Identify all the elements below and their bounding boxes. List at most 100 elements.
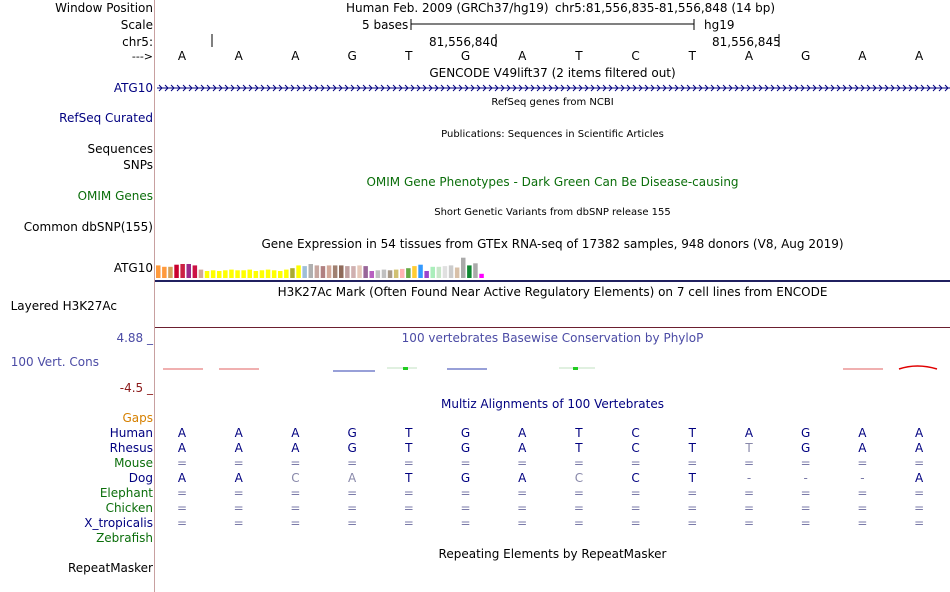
strand-chevron	[350, 84, 355, 92]
strand-chevron	[368, 84, 373, 92]
alignment-base: A	[858, 441, 867, 455]
alignment-base: =	[290, 516, 301, 530]
strand-chevron	[158, 84, 163, 92]
strand-chevron	[776, 84, 781, 92]
strand-chevron	[422, 84, 427, 92]
alignment-base: -	[746, 471, 752, 485]
strand-chevron	[938, 84, 943, 92]
ruler-base: T	[575, 49, 583, 63]
strand-chevron	[188, 84, 193, 92]
alignment-base: =	[687, 486, 698, 500]
strand-chevron	[362, 84, 367, 92]
track-label-dbsnp[interactable]: Common dbSNP(155)	[23, 220, 153, 234]
alignment-base: =	[743, 456, 755, 470]
alignment-base: =	[573, 501, 584, 515]
strand-chevron	[872, 84, 877, 92]
alignment-base: T	[575, 426, 583, 440]
strand-chevron	[344, 84, 349, 92]
alignment-base: =	[233, 501, 244, 515]
strand-chevron	[794, 84, 799, 92]
alignment-base: =	[630, 456, 641, 470]
coord-label-2: 81,556,845	[712, 35, 781, 49]
strand-chevron	[404, 84, 409, 92]
strand-chevron	[812, 84, 817, 92]
alignment-base: =	[914, 501, 925, 515]
alignment-base: C	[574, 471, 584, 485]
gtex-tissue-bar	[339, 265, 344, 278]
strand-chevron	[470, 84, 475, 92]
alignment-base: =	[460, 516, 471, 530]
phylop-peak-red	[898, 365, 938, 370]
strand-chevron	[488, 84, 493, 92]
strand-chevron	[242, 84, 247, 92]
species-label-chicken[interactable]: Chicken	[105, 501, 153, 515]
strand-chevron	[374, 84, 379, 92]
alignment-base: =	[517, 516, 528, 530]
gencode-gene-line[interactable]	[155, 81, 950, 95]
strand-chevron	[224, 84, 229, 92]
species-label-dog[interactable]: Dog	[128, 471, 153, 485]
strand-chevron	[686, 84, 691, 92]
strand-chevron	[476, 84, 481, 92]
strand-chevron	[536, 84, 541, 92]
alignment-base: T	[688, 471, 696, 485]
alignment-base: =	[800, 486, 811, 500]
alignment-base: A	[914, 471, 924, 485]
track-label-gaps[interactable]: Gaps	[122, 411, 153, 425]
ruler-base: T	[405, 49, 413, 63]
alignment-base: =	[687, 456, 698, 470]
alignment-base: A	[518, 471, 527, 485]
gtex-tissue-bar	[278, 271, 283, 278]
alignment-base: T	[575, 441, 583, 455]
strand-chevron	[254, 84, 259, 92]
track-label-refseq[interactable]: RefSeq Curated	[59, 111, 153, 125]
track-label-gtex[interactable]: ATG10	[113, 261, 153, 275]
alignment-base: =	[347, 501, 358, 515]
strand-chevron	[212, 84, 217, 92]
gtex-tissue-bar	[448, 265, 454, 278]
strand-chevron	[200, 84, 205, 92]
species-label-mouse[interactable]: Mouse	[114, 456, 153, 470]
strand-chevron	[500, 84, 505, 92]
gtex-bar-chart[interactable]	[155, 250, 950, 282]
gtex-tissue-bar	[198, 269, 204, 278]
label-divider	[154, 0, 155, 592]
alignment-base: A	[234, 426, 243, 440]
gtex-tissue-bar	[156, 265, 161, 278]
track-label-atg10[interactable]: ATG10	[113, 81, 153, 95]
gtex-tissue-bar	[393, 269, 399, 278]
track-label-sequences[interactable]: Sequences	[87, 142, 153, 156]
strand-chevron	[602, 84, 607, 92]
track-label-snps[interactable]: SNPs	[123, 158, 153, 172]
alignment-base: A	[177, 441, 187, 455]
alignment-base: =	[914, 456, 925, 470]
track-label-omim[interactable]: OMIM Genes	[77, 189, 153, 203]
strand-chevron	[320, 84, 325, 92]
ruler-base: A	[177, 49, 187, 63]
strand-chevron	[752, 84, 757, 92]
track-label-vert-cons[interactable]: 100 Vert. Cons	[10, 355, 99, 369]
species-label-rhesus[interactable]: Rhesus	[109, 441, 153, 455]
species-label-elephant[interactable]: Elephant	[99, 486, 153, 500]
alignment-base: A	[914, 426, 924, 440]
alignment-base: T	[405, 426, 413, 440]
species-label-human[interactable]: Human	[109, 426, 153, 440]
gtex-tissue-bar	[345, 266, 350, 278]
alignment-base: =	[743, 516, 755, 530]
strand-chevron	[182, 84, 187, 92]
ruler-base: A	[858, 49, 867, 63]
alignment-base: =	[290, 486, 301, 500]
strand-chevron	[728, 84, 733, 92]
gtex-tissue-bar	[369, 271, 374, 278]
alignment-base: =	[630, 501, 641, 515]
track-label-repeatmasker[interactable]: RepeatMasker	[67, 561, 153, 575]
track-label-h3k27ac[interactable]: Layered H3K27Ac	[10, 299, 117, 313]
phylop-plot[interactable]	[155, 355, 950, 385]
species-label-zebrafish[interactable]: Zebrafish	[96, 531, 153, 545]
strand-chevron	[866, 84, 871, 92]
species-label-x-tropicalis[interactable]: X_tropicalis	[84, 516, 153, 530]
gtex-tissue-bar	[308, 264, 313, 278]
ruler-base: A	[914, 49, 924, 63]
strand-chevron	[380, 84, 385, 92]
strand-chevron	[734, 84, 739, 92]
